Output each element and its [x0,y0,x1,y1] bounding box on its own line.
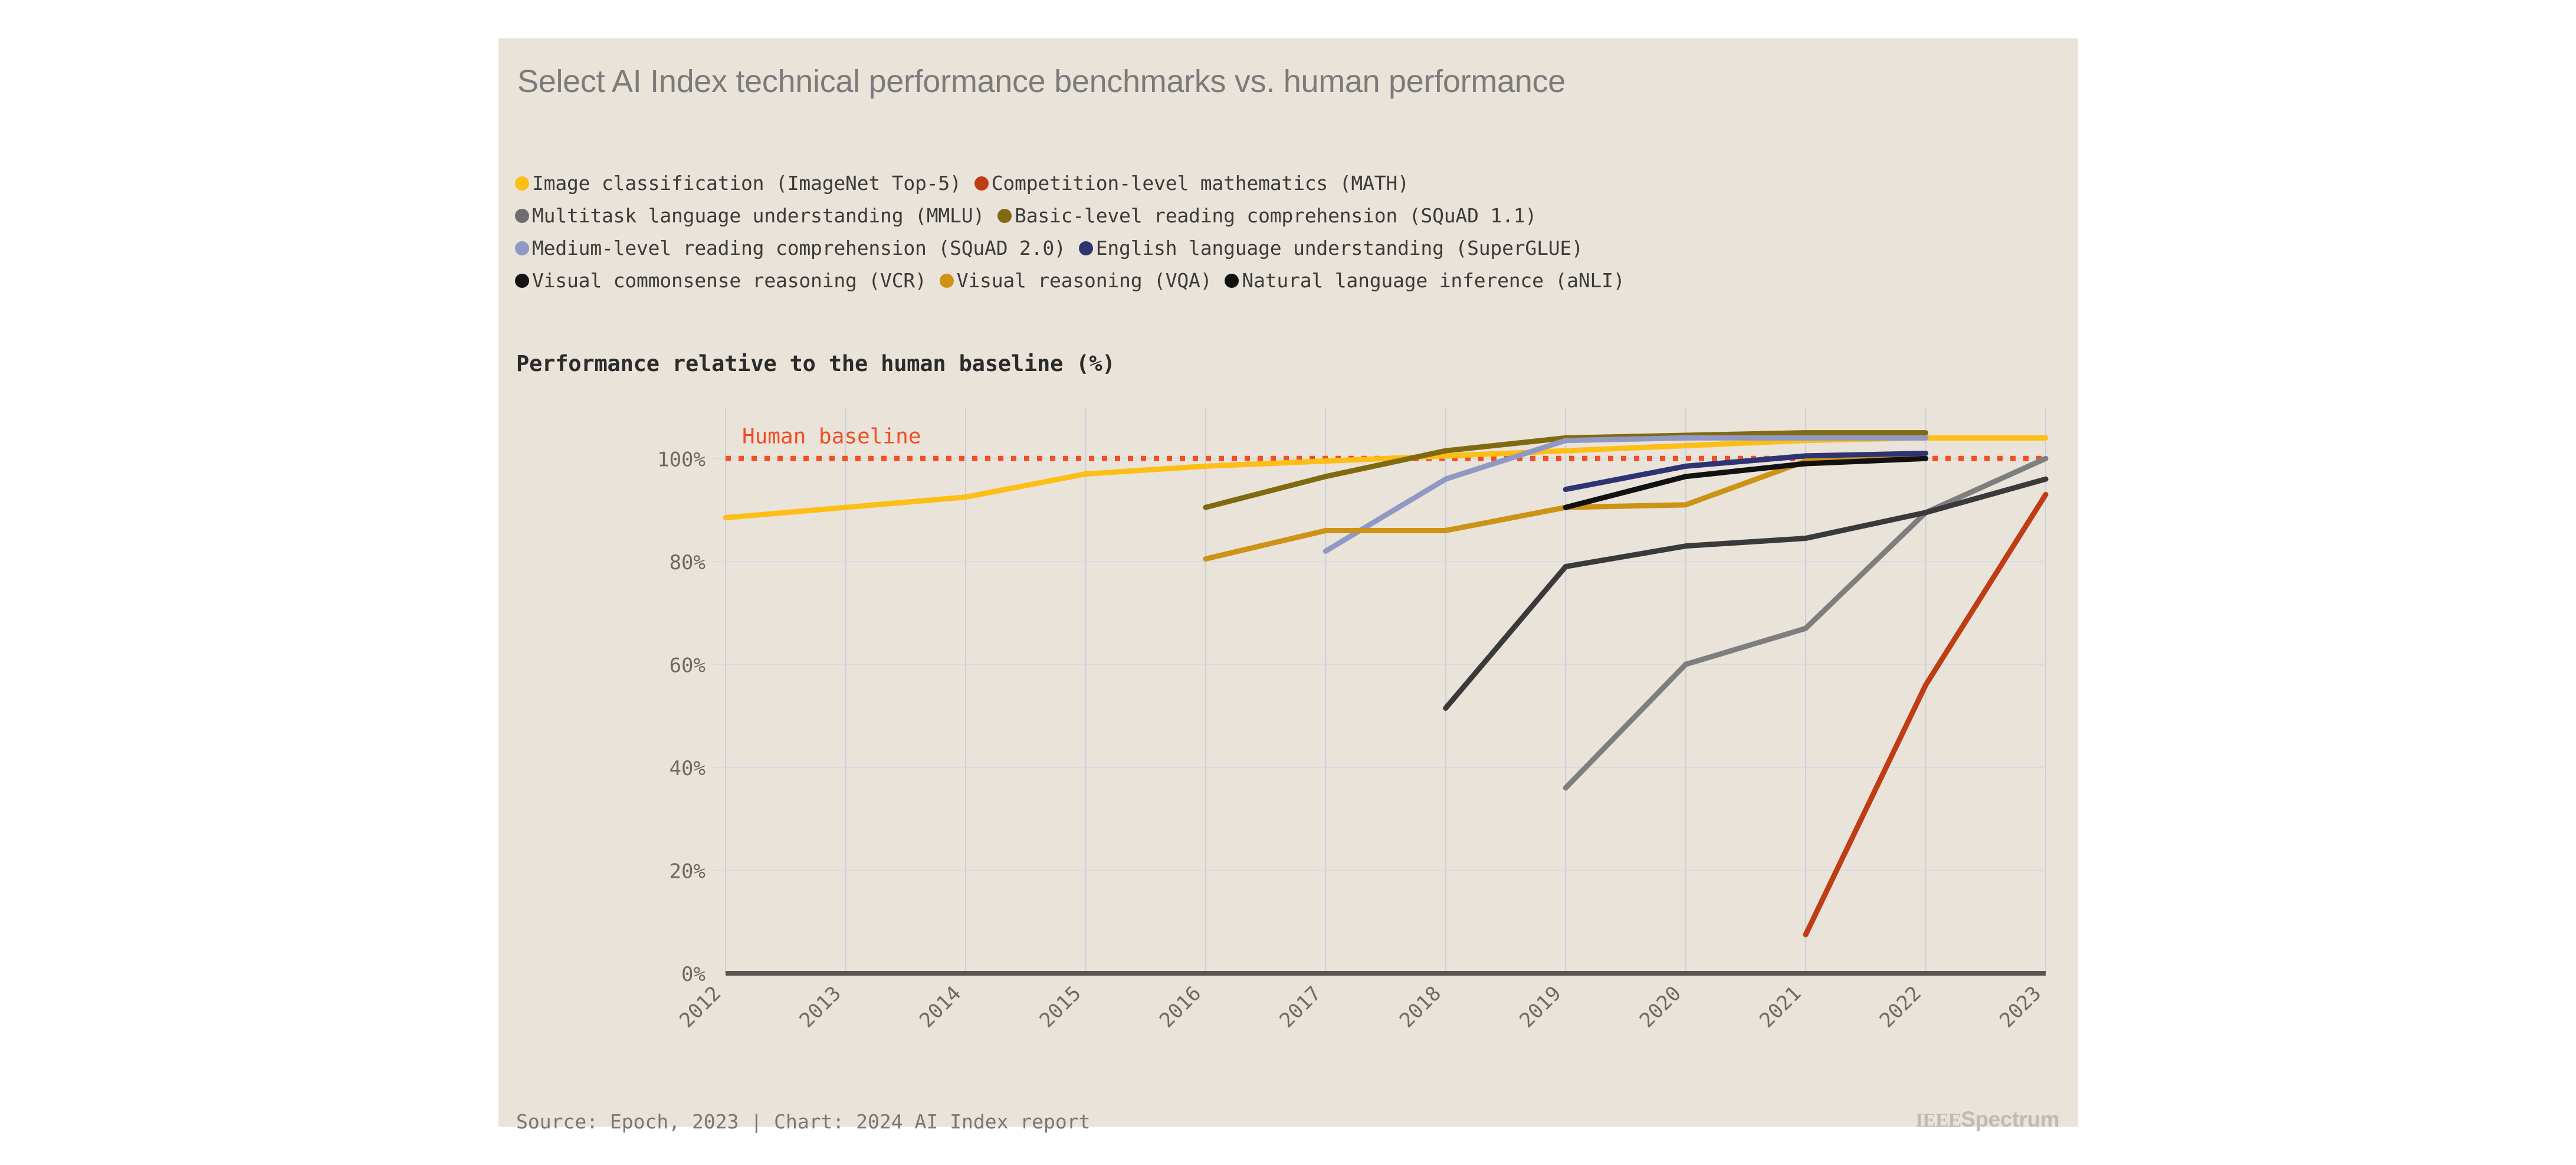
legend-swatch-icon [939,273,954,288]
chart-card: Select AI Index technical performance be… [498,38,2078,1133]
legend-item[interactable]: English language understanding (SuperGLU… [1078,237,1583,260]
x-axis-tick: 2019 [1515,982,1566,1032]
legend-row: Multitask language understanding (MMLU) B… [515,199,2049,232]
x-axis-tick: 2013 [795,982,846,1032]
x-axis-tick-label: 2019 [1515,982,1566,1032]
brand-ieee: IEEE [1915,1110,1961,1131]
x-axis-tick: 2023 [1995,982,2046,1032]
legend-swatch-icon [515,273,529,288]
series-line[interactable] [1443,476,2049,711]
legend-swatch-icon [515,241,529,255]
series-line[interactable] [1323,435,1929,554]
legend-swatch-icon [515,176,529,191]
series-line[interactable] [1563,455,2049,791]
legend-item-label: Basic-level reading comprehension (SQuAD… [1015,204,1537,227]
legend-item[interactable]: Visual reasoning (VQA) [939,269,1212,292]
legend-swatch-icon [1078,241,1093,255]
x-axis-tick-label: 2017 [1275,982,1325,1032]
legend-item-label: Multitask language understanding (MMLU) [532,204,985,227]
x-axis-tick-label: 2020 [1635,982,1686,1032]
x-axis-tick-label: 2014 [915,982,966,1032]
legend-swatch-icon [1225,273,1239,288]
x-axis-tick-label: 2015 [1035,982,1086,1032]
x-axis-tick: 2016 [1155,982,1206,1032]
x-axis-tick-label: 2021 [1755,982,1806,1032]
series-line[interactable] [1563,455,1929,510]
series-line[interactable] [1803,491,2049,938]
series-line[interactable] [1563,451,1929,493]
legend-row: Medium-level reading comprehension (SQuA… [515,232,2049,264]
y-axis-tick-label: 0% [681,963,705,986]
x-axis-tick-label: 2018 [1395,982,1446,1032]
chart-svg: 0% 20% 40% 60% 80% 100% Human baseline 2012 2013… [657,407,2049,1032]
x-axis-tick-label: 2013 [795,982,846,1032]
x-axis-tick: 2018 [1395,982,1446,1032]
x-axis-tick: 2021 [1755,982,1806,1032]
x-axis-tick: 2017 [1275,982,1325,1032]
x-axis-tick-label: 2012 [675,982,726,1032]
x-axis-tick: 2015 [1035,982,1086,1032]
legend-item[interactable]: Medium-level reading comprehension (SQuA… [515,237,1066,260]
human-baseline-label: Human baseline [742,424,921,448]
legend-swatch-icon [974,176,989,191]
x-axis-tick: 2012 [675,982,726,1032]
legend-item-label: Visual commonsense reasoning (VCR) [532,269,927,292]
ieee-spectrum-logo: IEEESpectrum [1915,1107,2059,1132]
legend-item-label: Competition-level mathematics (MATH) [991,172,1409,195]
legend-item[interactable]: Visual commonsense reasoning (VCR) [515,269,927,292]
legend-item[interactable]: Natural language inference (aNLI) [1225,269,1625,292]
x-axis-tick: 2022 [1875,982,1926,1032]
x-axis-tick-label: 2023 [1995,982,2046,1032]
legend-item[interactable]: Competition-level mathematics (MATH) [974,172,1409,195]
legend-item[interactable]: Basic-level reading comprehension (SQuAD… [997,204,1537,227]
x-axis-tick: 2014 [915,982,966,1032]
brand-spectrum: Spectrum [1961,1107,2059,1131]
legend-swatch-icon [997,208,1012,223]
y-axis-tick-label: 80% [670,551,705,575]
y-axis-tick-label: 100% [657,448,705,471]
y-axis-tick-label: 40% [670,757,705,780]
chart-title: Select AI Index technical performance be… [517,64,1566,99]
legend-item-label: Medium-level reading comprehension (SQuA… [532,237,1066,260]
y-axis-tick-label: 60% [670,654,705,677]
legend-row: Visual commonsense reasoning (VCR) Visual… [515,264,2049,297]
legend-item[interactable]: Image classification (ImageNet Top-5) [515,172,962,195]
legend-item-label: Natural language inference (aNLI) [1242,269,1625,292]
legend-item-label: English language understanding (SuperGLU… [1095,237,1583,260]
legend-item[interactable]: Multitask language understanding (MMLU) [515,204,985,227]
legend-item-label: Image classification (ImageNet Top-5) [532,172,962,195]
legend-row: Image classification (ImageNet Top-5) Com… [515,167,2049,199]
y-axis-tick-label: 20% [670,859,705,883]
y-axis-title: Performance relative to the human baseli… [516,351,1115,376]
x-axis-tick: 2020 [1635,982,1686,1032]
plot-area: 0% 20% 40% 60% 80% 100% Human baseline 2012 2013… [498,392,2078,1047]
legend-item-label: Visual reasoning (VQA) [956,269,1212,292]
source-caption: Source: Epoch, 2023 | Chart: 2024 AI Ind… [516,1110,1091,1133]
x-axis-tick-label: 2016 [1155,982,1206,1032]
legend-swatch-icon [515,208,529,223]
series-line[interactable] [723,435,2049,521]
x-axis-tick-label: 2022 [1875,982,1926,1032]
chart-legend: Image classification (ImageNet Top-5) Com… [515,167,2049,297]
